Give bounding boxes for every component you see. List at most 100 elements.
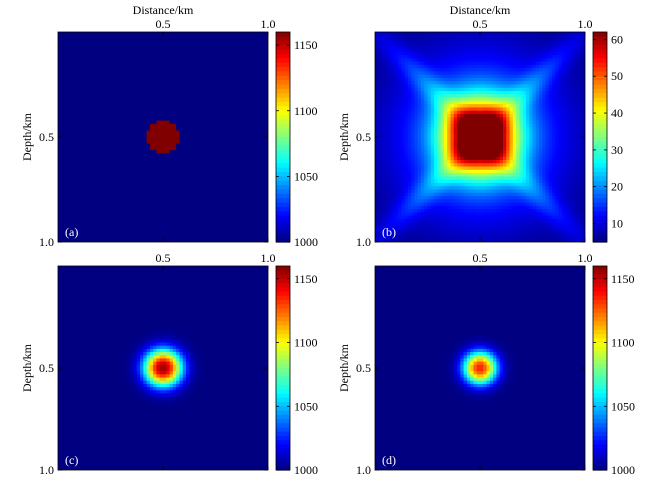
heatmap-cell	[126, 87, 131, 92]
heatmap-cell	[133, 189, 138, 194]
heatmap-cell	[195, 215, 200, 220]
heatmap-cell	[143, 38, 148, 43]
heatmap-cell	[499, 45, 504, 50]
heatmap-cell	[97, 91, 102, 95]
heatmap-cell	[149, 41, 154, 46]
heatmap-cell	[205, 225, 210, 230]
heatmap-cell	[235, 64, 240, 69]
heatmap-cell	[74, 222, 79, 227]
heatmap-cell	[264, 61, 268, 66]
heatmap-cell	[80, 202, 85, 207]
heatmap-cell	[61, 51, 66, 56]
heatmap-cell	[100, 153, 105, 158]
heatmap-cell	[427, 32, 432, 36]
heatmap-cell	[420, 68, 425, 72]
heatmap-cell	[231, 228, 236, 233]
heatmap-cell	[212, 58, 217, 63]
heatmap-cell	[552, 68, 557, 72]
heatmap-cell	[140, 176, 144, 181]
heatmap-cell	[71, 114, 76, 118]
heatmap-cell	[61, 209, 66, 214]
heatmap-cell	[71, 222, 76, 227]
heatmap-cell	[476, 64, 481, 69]
heatmap-cell	[558, 38, 563, 43]
heatmap-cell	[172, 137, 177, 141]
heatmap-cell	[100, 222, 105, 227]
heatmap-cell	[156, 110, 161, 115]
heatmap-cell	[149, 114, 154, 118]
heatmap-cell	[457, 68, 461, 72]
heatmap-cell	[113, 137, 118, 141]
heatmap-cell	[117, 81, 121, 86]
heatmap-cell	[231, 238, 236, 242]
heatmap-cell	[525, 41, 530, 46]
heatmap-cell	[241, 159, 246, 164]
heatmap-cell	[192, 196, 197, 200]
heatmap-cell	[64, 153, 69, 158]
heatmap-cell	[110, 166, 115, 171]
heatmap-cell	[100, 54, 105, 59]
heatmap-cell	[457, 48, 461, 53]
heatmap-cell	[143, 94, 148, 99]
heatmap-cell	[258, 153, 263, 158]
heatmap-cell	[156, 232, 161, 237]
heatmap-cell	[107, 123, 112, 128]
heatmap-cell	[199, 179, 203, 184]
heatmap-cell	[192, 209, 197, 214]
heatmap-cell	[241, 179, 246, 184]
heatmap-cell	[254, 182, 259, 187]
heatmap-cell	[182, 81, 187, 86]
heatmap-cell	[110, 38, 115, 43]
heatmap-cell	[103, 45, 108, 50]
heatmap-cell	[80, 219, 85, 223]
heatmap-cell	[218, 212, 223, 217]
heatmap-cell	[97, 205, 102, 210]
heatmap-cell	[130, 51, 135, 56]
heatmap-cell	[238, 159, 243, 164]
heatmap-cell	[555, 38, 560, 43]
heatmap-cell	[185, 150, 190, 155]
heatmap-cell	[212, 32, 217, 36]
heatmap-cell	[499, 71, 504, 76]
heatmap-cell	[172, 173, 177, 177]
heatmap-cell	[169, 64, 174, 69]
heatmap-cell	[149, 87, 154, 92]
heatmap-cell	[215, 100, 220, 105]
colorbar-segment	[276, 71, 290, 77]
heatmap-cell	[529, 68, 534, 72]
heatmap-cell	[205, 114, 210, 118]
heatmap-cell	[235, 94, 240, 99]
heatmap-cell	[77, 222, 82, 227]
heatmap-cell	[179, 114, 184, 118]
heatmap-cell	[437, 45, 442, 50]
heatmap-cell	[258, 104, 263, 109]
heatmap-cell	[64, 159, 69, 164]
heatmap-cell	[251, 222, 256, 227]
heatmap-cell	[192, 133, 197, 138]
heatmap-cell	[225, 192, 230, 197]
heatmap-cell	[133, 173, 138, 177]
heatmap-cell	[258, 77, 263, 82]
heatmap-cell	[64, 127, 69, 132]
heatmap-cell	[80, 173, 85, 177]
heatmap-cell	[434, 48, 438, 53]
heatmap-cell	[437, 41, 442, 46]
heatmap-cell	[228, 61, 233, 66]
heatmap-cell	[562, 68, 566, 72]
heatmap-cell	[67, 38, 72, 43]
heatmap-cell	[103, 238, 108, 242]
heatmap-cell	[90, 156, 95, 161]
heatmap-cell	[251, 212, 256, 217]
heatmap-cell	[502, 61, 507, 66]
heatmap-cell	[103, 58, 108, 63]
heatmap-cell	[176, 130, 181, 135]
heatmap-cell	[578, 61, 583, 66]
heatmap-cell	[172, 169, 177, 174]
heatmap-cell	[90, 110, 95, 115]
heatmap-cell	[120, 238, 125, 242]
heatmap-cell	[153, 104, 158, 109]
heatmap-cell	[146, 130, 151, 135]
heatmap-cell	[420, 45, 425, 50]
heatmap-cell	[189, 176, 194, 181]
heatmap-cell	[58, 222, 62, 227]
